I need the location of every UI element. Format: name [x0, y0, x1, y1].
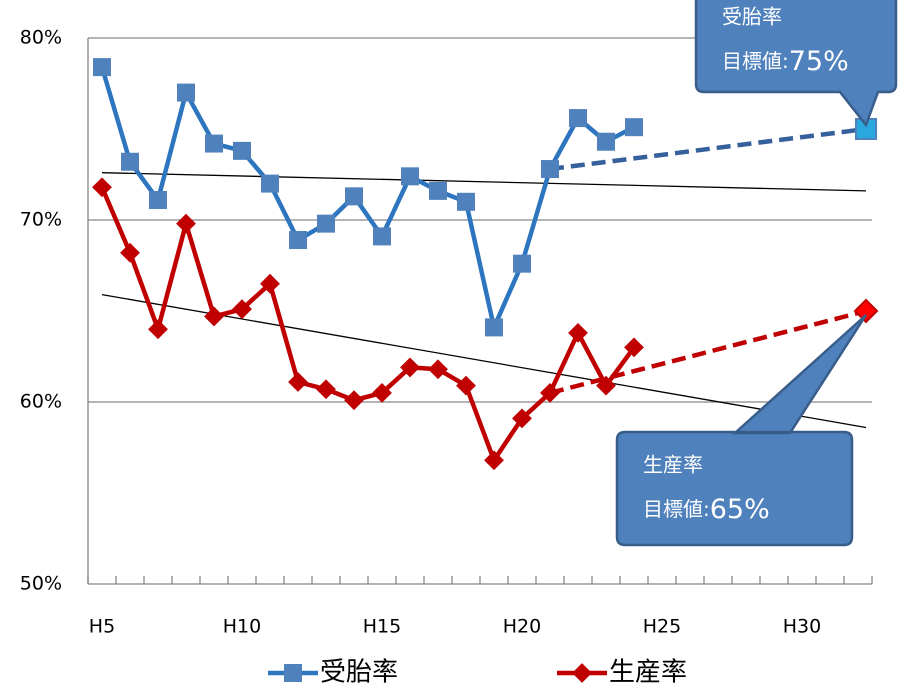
marker	[205, 134, 223, 153]
y-tick-label: 60%	[20, 391, 62, 413]
marker	[316, 379, 336, 400]
callout-box	[615, 314, 868, 547]
marker	[92, 177, 112, 198]
marker	[93, 58, 111, 77]
marker	[373, 227, 391, 246]
marker	[261, 174, 279, 193]
marker	[569, 109, 587, 128]
callout-box	[694, 0, 898, 128]
marker	[260, 273, 280, 294]
trend-line	[101, 172, 867, 192]
callout-value-label: 65%	[710, 494, 770, 525]
marker	[317, 214, 335, 233]
y-tick-label: 70%	[20, 209, 62, 231]
marker	[512, 408, 532, 429]
projection-line	[549, 126, 867, 172]
callout-title: 生産率	[643, 453, 703, 477]
callout-value: 目標値:65%	[643, 494, 770, 525]
callout-prefix: 目標値:	[643, 497, 710, 521]
marker	[625, 118, 643, 137]
marker	[568, 322, 588, 343]
marker	[288, 372, 308, 392]
marker	[400, 357, 420, 378]
marker	[484, 450, 504, 471]
marker	[624, 337, 644, 358]
legend-label: 受胎率	[320, 658, 398, 688]
marker	[121, 152, 139, 171]
callout-prefix: 目標値:	[722, 49, 789, 73]
marker	[120, 242, 140, 263]
series-line	[99, 66, 636, 330]
marker	[232, 299, 252, 320]
marker	[401, 167, 419, 186]
x-tick-label: H25	[643, 616, 681, 638]
trend-line	[101, 293, 867, 429]
marker	[345, 187, 363, 206]
marker	[513, 254, 531, 273]
y-tick-label: 80%	[20, 27, 62, 49]
callout-value-label: 75%	[789, 46, 849, 77]
marker	[149, 190, 167, 209]
y-tick-label: 50%	[20, 573, 62, 595]
marker	[540, 383, 560, 403]
marker	[344, 390, 364, 411]
callout-title: 受胎率	[722, 5, 782, 29]
marker	[289, 231, 307, 250]
marker	[485, 318, 503, 337]
marker	[176, 213, 196, 234]
callout-value: 目標値:75%	[722, 46, 849, 77]
marker	[177, 83, 195, 102]
marker	[572, 663, 592, 683]
marker	[233, 141, 251, 160]
x-tick-label: H20	[503, 616, 541, 638]
marker	[596, 375, 616, 396]
marker	[204, 306, 224, 327]
marker	[372, 383, 392, 403]
marker	[148, 319, 168, 340]
marker	[456, 375, 476, 396]
marker	[541, 160, 559, 179]
x-tick-label: H10	[223, 616, 261, 638]
marker	[853, 298, 879, 324]
marker	[284, 664, 302, 682]
marker	[457, 192, 475, 211]
marker	[428, 359, 448, 380]
marker	[597, 132, 615, 151]
x-tick-label: H15	[363, 616, 401, 638]
legend-label: 生産率	[609, 658, 687, 688]
x-tick-label: H30	[783, 616, 821, 638]
marker	[429, 181, 447, 200]
x-tick-label: H5	[89, 616, 115, 638]
